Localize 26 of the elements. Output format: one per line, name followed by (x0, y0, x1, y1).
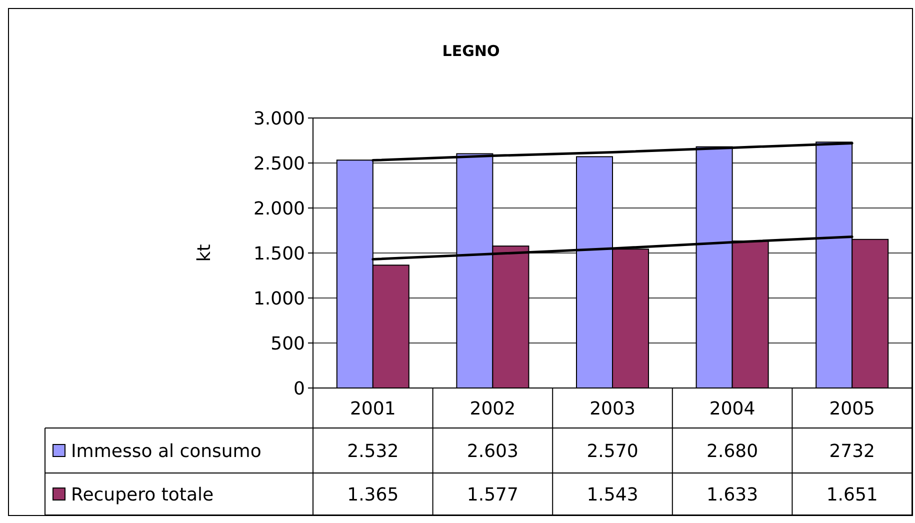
data-label: 2.680 (706, 440, 758, 462)
data-label: 1.651 (826, 484, 878, 506)
legend-label: Immesso al consumo (71, 440, 262, 462)
data-label: 1.577 (466, 484, 518, 506)
y-tick-label: 3.000 (253, 108, 305, 130)
data-label: 2.603 (466, 440, 518, 462)
data-label: 1.543 (586, 484, 638, 506)
x-tick-label: 2005 (829, 398, 876, 420)
x-tick-label: 2002 (470, 398, 516, 420)
y-tick-label: 0 (294, 378, 305, 400)
y-tick-label: 2.000 (253, 198, 305, 220)
data-label: 2.532 (347, 440, 399, 462)
x-tick-label: 2003 (590, 398, 636, 420)
data-label: 1.633 (706, 484, 758, 506)
x-tick-label: 2001 (350, 398, 396, 420)
x-tick-label: 2004 (709, 398, 756, 420)
data-label: 2.570 (586, 440, 638, 462)
y-tick-label: 1.500 (253, 243, 305, 264)
y-axis-title: kt (194, 244, 215, 262)
data-label: 1.365 (347, 484, 399, 506)
y-tick-label: 1.000 (253, 288, 305, 310)
legend-label: Recupero totale (71, 484, 214, 506)
y-tick-label: 2.500 (253, 153, 305, 174)
chart-title: LEGNO (442, 42, 500, 60)
data-label: 2732 (829, 440, 876, 462)
y-tick-label: 500 (270, 333, 305, 354)
